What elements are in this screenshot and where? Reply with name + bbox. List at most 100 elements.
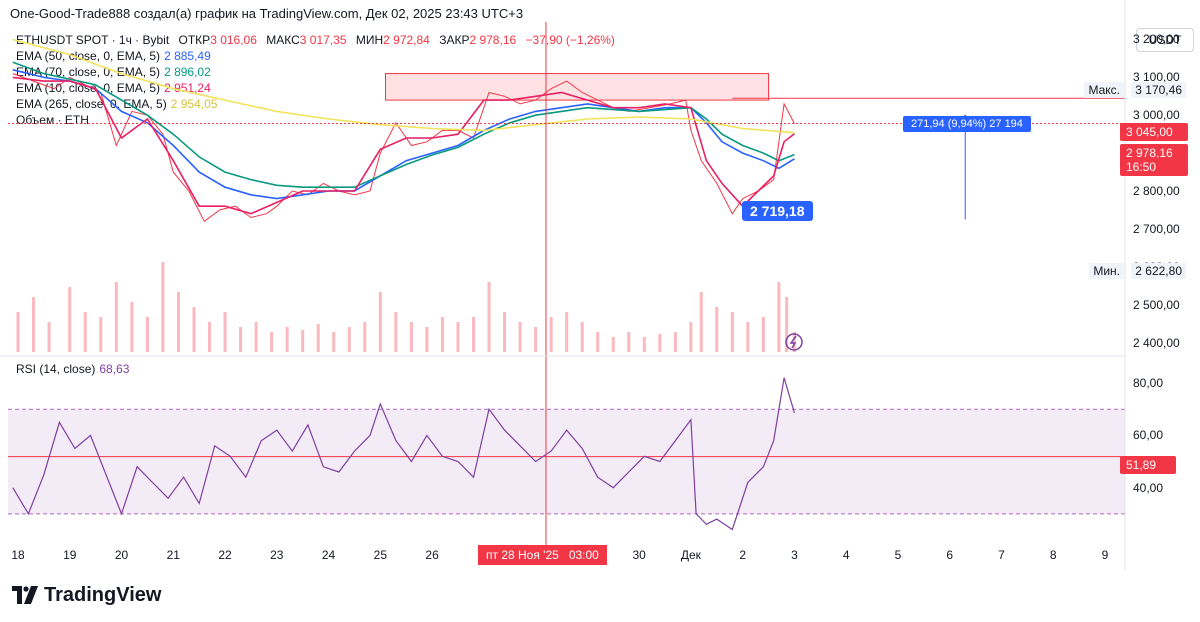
change-value: −37,90 (−1,26%) [525,33,615,47]
supply-zone [385,73,770,101]
volume-bar [425,327,429,352]
volume-bar [596,332,600,352]
time-tick: 21 [166,548,180,562]
time-tick: 20 [114,548,129,562]
high-label: МАКС [266,33,300,47]
volume-bar [534,327,538,352]
rsi-tick: 80,00 [1133,376,1164,391]
low-label: МИН [355,33,384,47]
volume-bar [32,297,36,352]
volume-bar [487,282,491,352]
rsi-line [12,377,795,531]
volume-bar [785,297,789,352]
volume-bar [301,330,305,352]
volume-bar [689,322,693,352]
volume-bar [518,322,522,352]
price-tick: 3 100,00 [1133,70,1180,85]
time-tick: 6 [946,548,954,562]
volume-bar [777,282,781,352]
price-tick: 3 000,00 [1133,108,1180,123]
volume-bar [440,317,444,352]
volume-bar [409,322,413,352]
chart-author-header: One-Good-Trade888 создал(а) график на Tr… [10,6,524,21]
volume-bar [99,317,103,352]
open-label: ОТКР [178,33,211,47]
time-tick: 26 [425,548,439,562]
volume-bar [673,332,677,352]
indicator-value: 2 896,02 [164,65,211,79]
rsi-value: 68,63 [99,362,130,376]
indicator-ema70[interactable]: EMA (70, close, 0, EMA, 5) 2 896,02 [16,65,211,79]
time-tick: 2 [739,548,746,562]
volume-bar [456,322,460,352]
indicator-ema10[interactable]: EMA (10, close, 0, EMA, 5) 2 951,24 [16,81,211,95]
price-tick: 2 400,00 [1133,335,1180,350]
volume-bar [730,312,734,352]
rsi-legend[interactable]: RSI (14, close) 68,63 [16,362,129,376]
price-callout[interactable]: 2 719,18 [742,201,813,221]
brand-logo[interactable]: TradingView [12,584,161,607]
volume-bar [254,322,258,352]
indicator-label: Объем · ETH [16,113,89,127]
indicator-value: 2 954,05 [170,97,218,111]
price-tick: 2 800,00 [1133,184,1180,198]
price-line [12,73,795,223]
symbol-name[interactable]: ETHUSDT SPOT · 1ч · Bybit [16,33,170,47]
time-tick: 3 [791,548,798,562]
rsi-tick: 40,00 [1133,480,1164,495]
time-tick: 19 [63,548,77,562]
volume-bar [580,322,584,352]
volume-bar [83,312,87,352]
indicator-value: 2 951,24 [164,81,211,95]
volume-bar [68,287,72,352]
volume-bar [642,337,646,352]
price-tick: 2 700,00 [1133,221,1180,236]
volume-bar [114,282,118,352]
time-tick: 5 [894,548,902,562]
tradingview-logo-icon [12,585,38,606]
volume-bar [611,337,615,352]
volume-bar [549,317,553,352]
time-tick: 23 [270,548,284,562]
time-tick: 8 [1049,548,1057,562]
indicator-label: EMA (10, close, 0, EMA, 5) [16,81,161,95]
rsi-mid-badge: 51,89 [1120,456,1176,474]
volume-bar [565,312,569,352]
volume-bar [746,322,750,352]
volume-bar [176,292,180,352]
measure-label[interactable]: 271,94 (9,94%) 27 194 [903,116,1031,132]
indicator-volume[interactable]: Объем · ETH [16,113,89,127]
volume-bar [363,322,367,352]
low-value: 2 972,84 [383,33,430,47]
volume-bar [715,307,719,352]
time-tick: Дек [680,548,701,562]
high-value: 3 017,35 [299,33,347,47]
price-tick: 2 500,00 [1133,297,1180,312]
volume-bar [208,322,212,352]
indicator-ema50[interactable]: EMA (50, close, 0, EMA, 5) 2 885,49 [16,49,211,63]
min-label: Мин. [1089,263,1124,279]
volume-bar [347,327,351,352]
close-label: ЗАКР [439,33,470,47]
volume-bars [16,262,796,352]
volume-bar [285,327,289,352]
symbol-legend: ETHUSDT SPOT · 1ч · Bybit ОТКР3 016,06 М… [16,33,615,47]
max-label: Макс. [1084,82,1124,98]
crosshair-time-label: пт 28 Ноя '25 03:00 [478,545,607,565]
volume-bar [472,317,476,352]
volume-bar [47,322,51,352]
time-tick: 30 [632,548,646,562]
volume-bar [761,317,765,352]
volume-bar [239,327,243,352]
currency-selector[interactable]: USDT [1136,28,1194,52]
min-value: 2 622,80 [1131,263,1186,279]
bar-countdown: 16:50 [1120,158,1188,176]
indicator-ema265[interactable]: EMA (265, close, 0, EMA, 5) 2 954,05 [16,97,217,111]
volume-bar [792,332,796,352]
volume-bar [145,317,149,352]
close-value: 2 978,16 [469,33,517,47]
price-tick: 3 200,00 [1133,32,1180,47]
volume-bar [394,312,398,352]
brand-name: TradingView [44,584,162,606]
volume-bar [658,334,662,352]
